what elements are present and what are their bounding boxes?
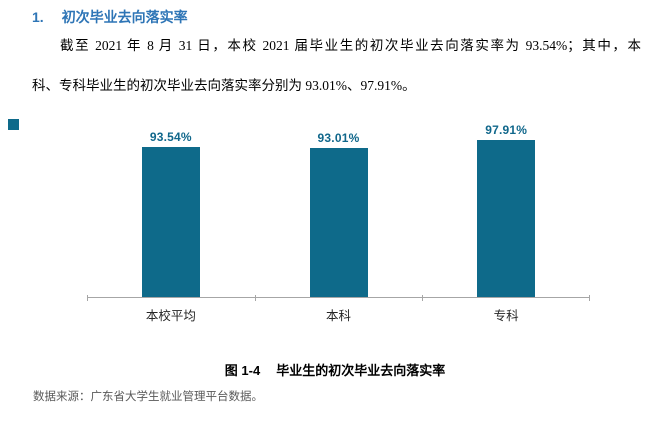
section-number: 1.	[32, 9, 44, 25]
bar-group-junior-college: 97.91%	[422, 117, 590, 297]
bar-value-label: 93.01%	[317, 131, 360, 146]
body-paragraph: 截至 2021 年 8 月 31 日，本校 2021 届毕业生的初次毕业去向落实…	[32, 26, 641, 106]
bar-group-school-average: 93.54%	[87, 117, 255, 297]
bar-undergraduate	[309, 148, 368, 297]
bar-school-average	[141, 147, 200, 297]
section-heading: 1. 初次毕业去向落实率	[32, 7, 188, 27]
teal-square-marker	[8, 119, 19, 130]
paragraph-line-1: 截至 2021 年 8 月 31 日，本校 2021 届毕业生的初次毕业去向落实…	[60, 38, 641, 53]
figure-caption: 图 1-4 毕业生的初次毕业去向落实率	[0, 361, 670, 381]
chart-plot-area: 93.54% 93.01% 97.91%	[87, 117, 590, 301]
category-label-school-average: 本校平均	[145, 309, 196, 323]
category-label-junior-college: 专科	[493, 309, 519, 323]
axis-tick	[422, 295, 424, 301]
bar-group-undergraduate: 93.01%	[255, 117, 423, 297]
section-title: 初次毕业去向落实率	[61, 9, 188, 25]
axis-tick	[87, 295, 88, 301]
axis-tick	[589, 295, 590, 301]
bar-junior-college	[477, 140, 536, 297]
figure-number: 图 1-4	[224, 363, 261, 378]
category-axis: 本校平均 本科 专科	[87, 305, 590, 324]
category-label-undergraduate: 本科	[326, 309, 352, 323]
axis-tick	[254, 295, 256, 301]
bar-value-label: 97.91%	[485, 123, 528, 138]
bar-chart: 93.54% 93.01% 97.91% 本校平均 本科 专科	[87, 117, 590, 324]
figure-title: 毕业生的初次毕业去向落实率	[276, 363, 446, 378]
data-source-note: 数据来源：广东省大学生就业管理平台数据。	[33, 391, 263, 403]
bar-value-label: 93.54%	[149, 130, 192, 145]
paragraph-line-2: 科、专科毕业生的初次毕业去向落实率分别为 93.01%、97.91%。	[32, 78, 416, 93]
